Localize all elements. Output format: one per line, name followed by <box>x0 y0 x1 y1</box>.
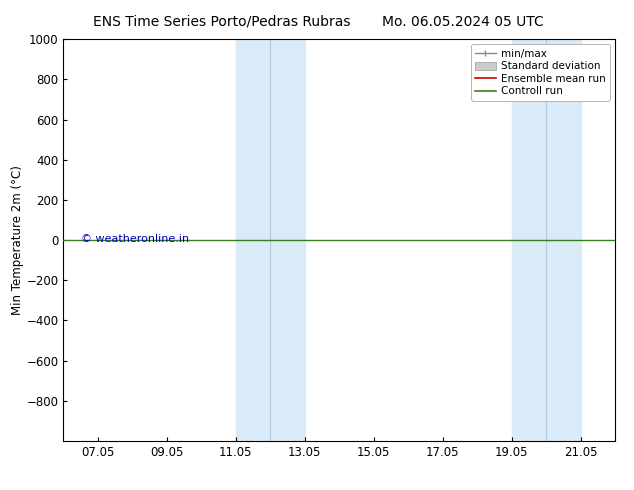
Bar <box>512 39 546 441</box>
Bar <box>270 39 305 441</box>
Bar <box>236 39 270 441</box>
Text: © weatheronline.in: © weatheronline.in <box>81 234 189 244</box>
Bar <box>546 39 581 441</box>
Legend: min/max, Standard deviation, Ensemble mean run, Controll run: min/max, Standard deviation, Ensemble me… <box>470 45 610 100</box>
Y-axis label: Min Temperature 2m (°C): Min Temperature 2m (°C) <box>11 165 23 315</box>
Text: ENS Time Series Porto/Pedras Rubras: ENS Time Series Porto/Pedras Rubras <box>93 15 351 29</box>
Text: Mo. 06.05.2024 05 UTC: Mo. 06.05.2024 05 UTC <box>382 15 544 29</box>
